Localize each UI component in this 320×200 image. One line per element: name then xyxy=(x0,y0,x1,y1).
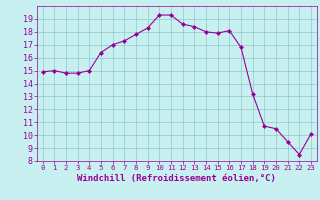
X-axis label: Windchill (Refroidissement éolien,°C): Windchill (Refroidissement éolien,°C) xyxy=(77,174,276,183)
